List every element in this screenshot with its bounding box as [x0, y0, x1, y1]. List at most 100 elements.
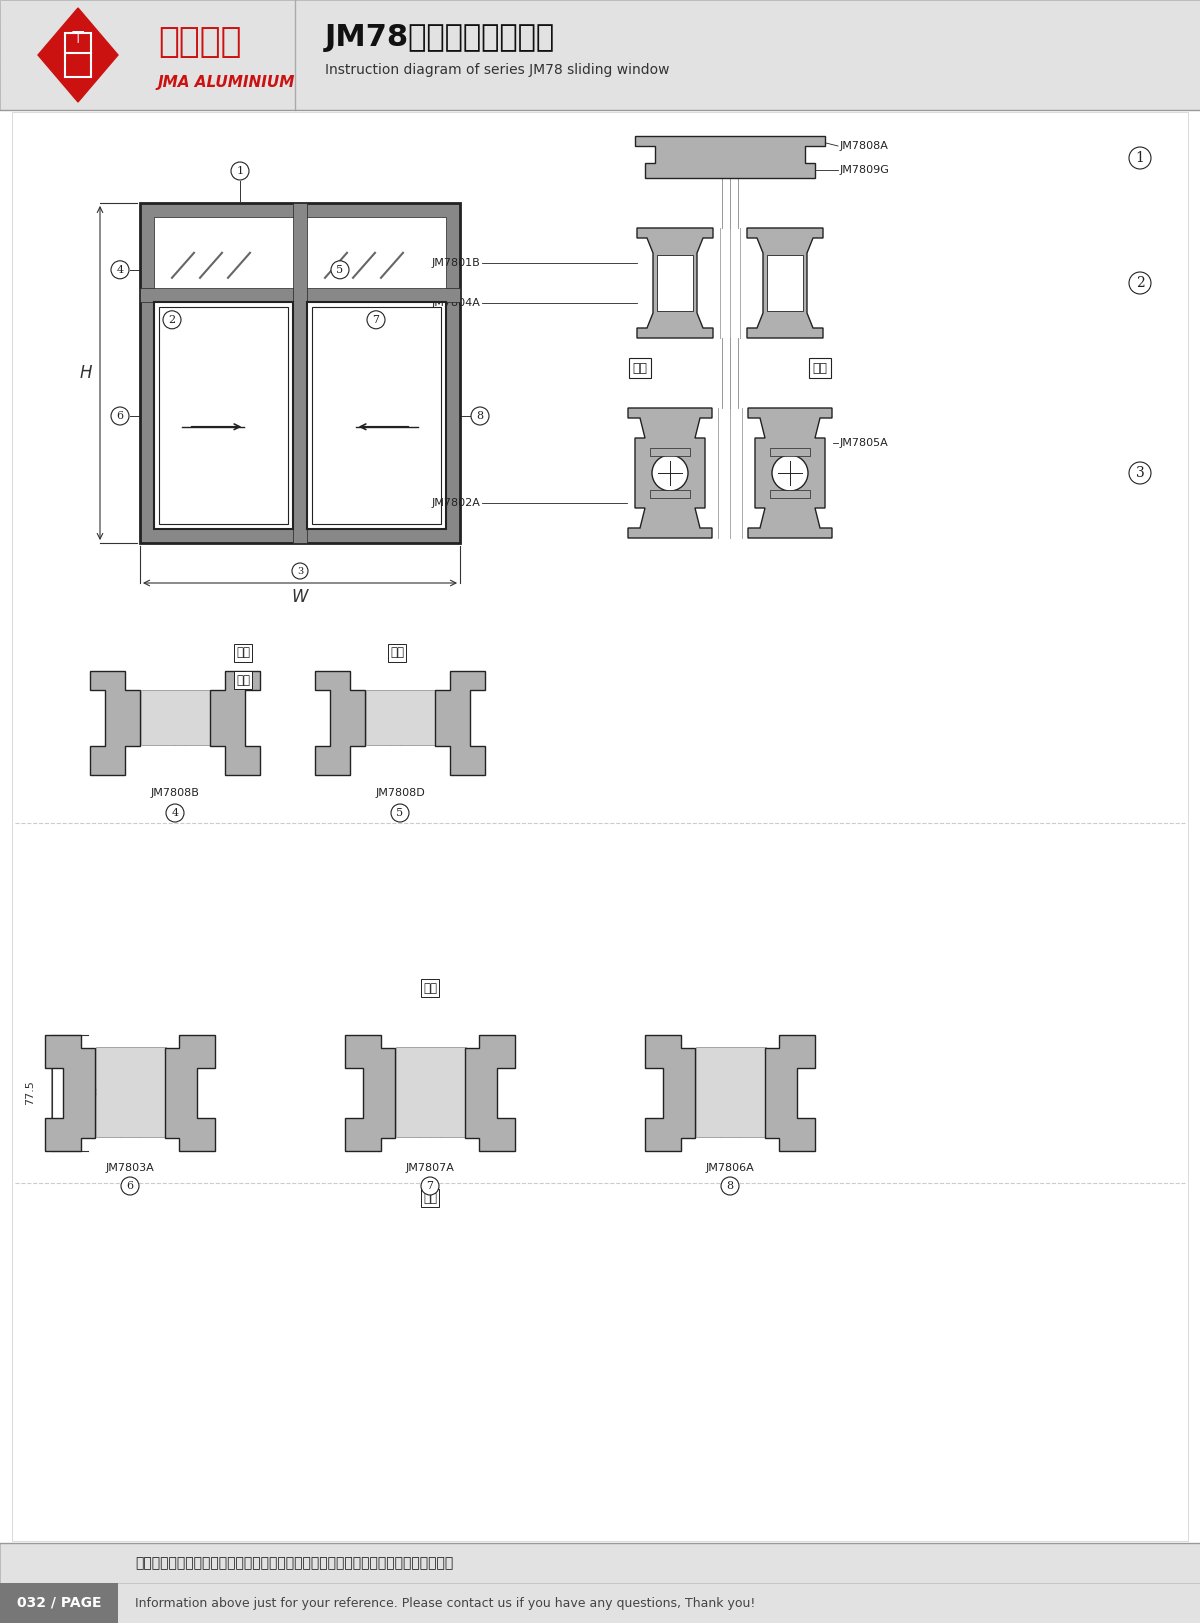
- Text: ⊤: ⊤: [71, 28, 85, 45]
- Text: 室内: 室内: [236, 646, 250, 659]
- Circle shape: [331, 261, 349, 279]
- Text: JM7801B: JM7801B: [431, 258, 480, 268]
- Text: 2: 2: [168, 315, 175, 325]
- Bar: [293, 203, 307, 544]
- Text: 032 / PAGE: 032 / PAGE: [17, 1595, 101, 1610]
- Polygon shape: [748, 407, 832, 537]
- Text: JM7802A: JM7802A: [431, 498, 480, 508]
- Bar: [0, 1543, 1200, 1623]
- Text: 3: 3: [1135, 466, 1145, 480]
- Text: H: H: [79, 364, 92, 381]
- Polygon shape: [46, 1035, 95, 1151]
- Circle shape: [367, 310, 385, 329]
- Bar: [650, 490, 690, 498]
- Circle shape: [112, 261, 130, 279]
- Text: 室内: 室内: [632, 362, 648, 375]
- Polygon shape: [635, 136, 826, 179]
- Text: 6: 6: [126, 1182, 133, 1191]
- Bar: [142, 690, 210, 745]
- Circle shape: [1129, 148, 1151, 169]
- Text: JM7803A: JM7803A: [106, 1164, 155, 1173]
- Circle shape: [163, 310, 181, 329]
- Polygon shape: [628, 407, 712, 537]
- Polygon shape: [314, 670, 365, 776]
- Text: 图中所示型材截面、装配、编号、尺寸及重量仅供参考。如有疑问，请向本公司查询。: 图中所示型材截面、装配、编号、尺寸及重量仅供参考。如有疑问，请向本公司查询。: [134, 1556, 454, 1569]
- Circle shape: [121, 1177, 139, 1195]
- Text: 室外: 室外: [812, 362, 828, 375]
- Text: 7: 7: [372, 315, 379, 325]
- Bar: [650, 448, 690, 456]
- Polygon shape: [466, 1035, 515, 1151]
- Circle shape: [391, 803, 409, 821]
- Text: JM7804A: JM7804A: [431, 299, 480, 308]
- Text: 4: 4: [172, 808, 179, 818]
- Bar: [696, 1047, 766, 1138]
- Text: 7: 7: [426, 1182, 433, 1191]
- Polygon shape: [766, 1035, 815, 1151]
- Polygon shape: [646, 1035, 695, 1151]
- Bar: [0, 1582, 118, 1623]
- Circle shape: [112, 407, 130, 425]
- Circle shape: [652, 454, 688, 492]
- Text: JMA ALUMINIUM: JMA ALUMINIUM: [158, 75, 295, 89]
- Polygon shape: [38, 8, 118, 102]
- Text: 2: 2: [1135, 276, 1145, 291]
- Text: 1: 1: [1135, 151, 1145, 166]
- Polygon shape: [210, 670, 260, 776]
- Text: JM7806A: JM7806A: [706, 1164, 755, 1173]
- Bar: [65, 32, 91, 76]
- Bar: [767, 255, 803, 312]
- Circle shape: [166, 803, 184, 821]
- Bar: [770, 448, 810, 456]
- Text: 坚美铝业: 坚美铝业: [158, 24, 241, 58]
- Text: 室外: 室外: [236, 674, 250, 687]
- Circle shape: [230, 162, 250, 180]
- Text: Information above just for your reference. Please contact us if you have any que: Information above just for your referenc…: [134, 1597, 755, 1610]
- Bar: [770, 490, 810, 498]
- Polygon shape: [436, 670, 485, 776]
- Text: 1: 1: [236, 166, 244, 175]
- Circle shape: [470, 407, 490, 425]
- Circle shape: [1129, 463, 1151, 484]
- Text: JM7808D: JM7808D: [376, 789, 425, 799]
- Text: 室内: 室内: [424, 982, 437, 995]
- Circle shape: [1129, 273, 1151, 294]
- Circle shape: [721, 1177, 739, 1195]
- Text: 6: 6: [116, 411, 124, 420]
- Text: 室内: 室内: [390, 646, 404, 659]
- Polygon shape: [166, 1035, 215, 1151]
- Text: JM7805A: JM7805A: [840, 438, 889, 448]
- Text: 3: 3: [296, 566, 304, 576]
- Bar: [158, 307, 288, 524]
- Text: 77.5: 77.5: [25, 1081, 35, 1105]
- Text: W: W: [292, 588, 308, 605]
- Bar: [312, 307, 442, 524]
- Bar: [154, 302, 293, 529]
- Polygon shape: [746, 227, 823, 338]
- Bar: [307, 302, 446, 529]
- Text: 5: 5: [396, 808, 403, 818]
- Bar: [140, 287, 460, 302]
- Text: 5: 5: [336, 265, 343, 274]
- Text: 8: 8: [726, 1182, 733, 1191]
- Bar: [396, 1047, 466, 1138]
- Text: 8: 8: [476, 411, 484, 420]
- Text: JM78系列推拉窗结构图: JM78系列推拉窗结构图: [325, 23, 556, 52]
- Bar: [366, 690, 436, 745]
- Bar: [658, 255, 694, 312]
- Circle shape: [292, 563, 308, 579]
- Text: JM7808A: JM7808A: [840, 141, 889, 151]
- Circle shape: [772, 454, 808, 492]
- Text: JM7808B: JM7808B: [150, 789, 199, 799]
- Text: 1.4: 1.4: [107, 1087, 125, 1097]
- Bar: [12, 112, 1188, 1540]
- Text: JM7807A: JM7807A: [406, 1164, 455, 1173]
- Text: JM7809G: JM7809G: [840, 166, 890, 175]
- Bar: [0, 110, 1200, 1543]
- Bar: [140, 203, 460, 544]
- Text: 4: 4: [116, 265, 124, 274]
- Polygon shape: [346, 1035, 395, 1151]
- Bar: [154, 217, 446, 529]
- Polygon shape: [637, 227, 713, 338]
- Bar: [0, 0, 1200, 110]
